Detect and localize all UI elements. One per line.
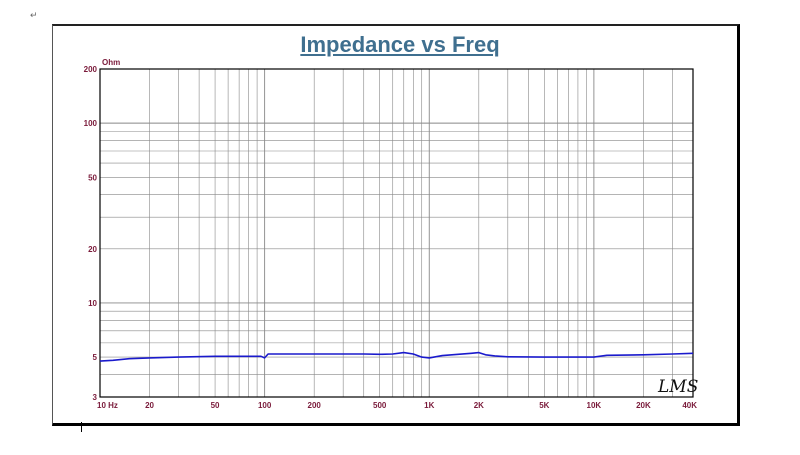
x-tick-label: 500 bbox=[373, 401, 387, 410]
y-tick-label: 3 bbox=[93, 393, 98, 402]
x-tick-label: 20 bbox=[145, 401, 154, 410]
tick-labels: 10 Hz 20 50 100 200 500 1K 2K 5K 10K 20K 40K 200 100 5… bbox=[84, 65, 698, 410]
y-axis-label: Ohm bbox=[102, 58, 120, 67]
impedance-series-line bbox=[99, 351, 694, 362]
x-tick-label: 40K bbox=[682, 401, 697, 410]
x-tick-label: 1K bbox=[424, 401, 434, 410]
chart-frame bbox=[52, 24, 740, 426]
grid-lines bbox=[100, 69, 693, 397]
x-tick-label: 5K bbox=[539, 401, 549, 410]
y-tick-label: 20 bbox=[88, 245, 97, 254]
paragraph-mark: ↵ bbox=[30, 10, 38, 20]
x-tick-label: 10 Hz bbox=[97, 401, 118, 410]
chart-title: Impedance vs Freq bbox=[300, 32, 500, 57]
x-tick-label: 2K bbox=[474, 401, 484, 410]
y-tick-label: 200 bbox=[84, 65, 98, 74]
plot-area-border bbox=[99, 68, 694, 398]
y-tick-label: 100 bbox=[84, 119, 98, 128]
text-cursor bbox=[81, 422, 82, 432]
x-tick-label: 20K bbox=[636, 401, 651, 410]
lms-watermark: LMS bbox=[657, 377, 698, 397]
x-tick-label: 10K bbox=[587, 401, 602, 410]
x-tick-label: 50 bbox=[211, 401, 220, 410]
x-tick-label: 200 bbox=[308, 401, 322, 410]
y-tick-label: 10 bbox=[88, 299, 97, 308]
y-tick-label: 50 bbox=[88, 173, 97, 182]
x-tick-label: 100 bbox=[258, 401, 272, 410]
y-tick-label: 5 bbox=[93, 353, 98, 362]
series-layer bbox=[99, 351, 694, 362]
